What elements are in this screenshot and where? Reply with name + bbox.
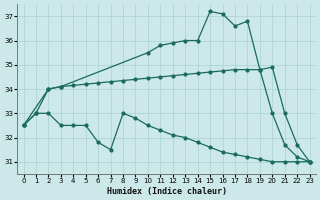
- X-axis label: Humidex (Indice chaleur): Humidex (Indice chaleur): [107, 187, 227, 196]
